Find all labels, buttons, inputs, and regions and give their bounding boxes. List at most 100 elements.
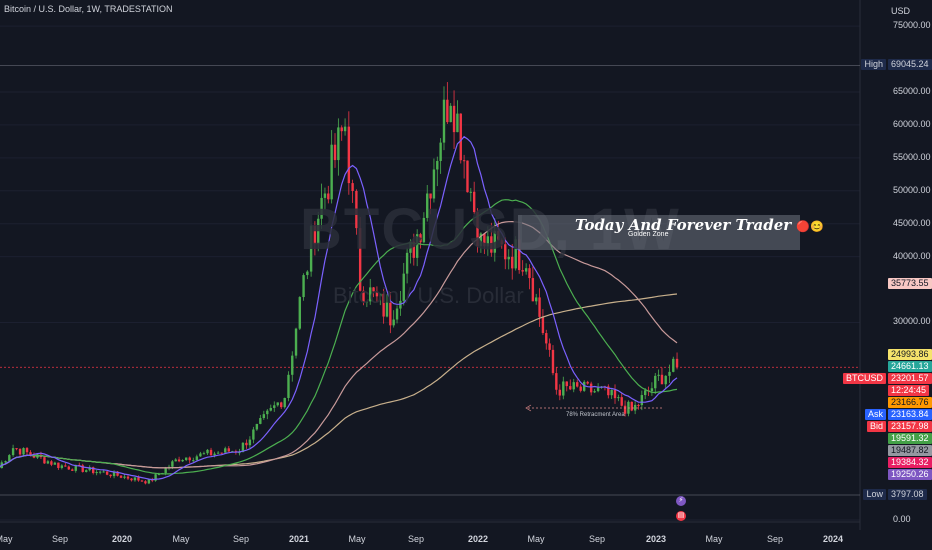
candle-body [343, 126, 347, 132]
price-axis-label: 40000.00 [893, 250, 931, 261]
price-tag-value[interactable]: 24661.13 [888, 361, 932, 373]
candle-body [351, 183, 354, 191]
time-axis-label: Sep [766, 534, 784, 544]
price-axis-label: 65000.00 [893, 86, 931, 96]
candle-body [439, 142, 442, 161]
candle-body [650, 388, 654, 392]
candle-body [507, 256, 510, 260]
candle-body [405, 252, 409, 274]
candle-body [579, 386, 582, 391]
candle-body [517, 239, 521, 271]
price-axis-label: 0.00 [893, 514, 911, 524]
candle-body [432, 169, 436, 199]
time-axis-label: May [705, 534, 723, 544]
candle-body [541, 316, 545, 334]
candle-body [309, 225, 313, 272]
price-tag-value[interactable]: 19591.32 [888, 433, 932, 445]
candle-body [140, 480, 144, 482]
candle-body [157, 474, 161, 476]
candle-body [238, 452, 241, 454]
price-axis-label: 45000.00 [893, 217, 931, 228]
candle-body [452, 105, 456, 133]
candle-body [32, 455, 36, 458]
currency-label[interactable]: USD [891, 6, 911, 16]
legend-title[interactable]: Bitcoin / U.S. Dollar, 1W, TRADESTATION [4, 4, 173, 14]
candle-body [57, 462, 60, 468]
watermark-name: Bitcoin / U.S. Dollar [333, 283, 524, 308]
candle-body [105, 471, 109, 475]
candle-body [18, 448, 22, 455]
candle-body [528, 268, 531, 279]
lightning-icon[interactable]: ⚡ [676, 496, 686, 506]
time-axis-label: May [348, 534, 366, 544]
price-tag-value[interactable]: 19250.26 [888, 469, 932, 481]
time-axis-label: 2022 [467, 534, 489, 544]
candle-body [85, 470, 88, 472]
candle-body [283, 397, 286, 408]
price-tag-value[interactable]: 69045.24 [888, 59, 932, 71]
price-tag-value[interactable]: 19384.32 [888, 457, 932, 469]
candle-body [202, 453, 206, 455]
candle-body [672, 358, 675, 372]
flag-icon[interactable]: ▤ [676, 511, 686, 521]
candle-body [252, 429, 255, 440]
candle-body [657, 374, 660, 376]
candle-body [490, 236, 493, 253]
candle-body [548, 343, 551, 350]
candle-body [43, 457, 46, 464]
time-axis-label: 2020 [111, 534, 133, 544]
candle-body [130, 478, 133, 481]
candle-body [280, 402, 283, 408]
price-tag-value[interactable]: 3797.08 [888, 488, 927, 500]
candle-body [199, 453, 202, 457]
price-tag-value[interactable]: 23166.76 [888, 397, 932, 409]
candle-body [46, 461, 50, 464]
annotation-title[interactable]: Today And Forever Trader 🔴😊 [575, 216, 824, 234]
candle-body [64, 465, 67, 467]
candle-body [262, 414, 266, 419]
candle-body [88, 467, 91, 471]
candle-body [227, 448, 230, 452]
candle-body [382, 293, 385, 317]
candle-body [660, 374, 664, 385]
price-tag-value[interactable]: 35773.55 [888, 278, 932, 290]
candle-body [675, 358, 679, 368]
candle-body [436, 160, 439, 170]
candle-body [241, 442, 245, 453]
time-axis-label: May [0, 534, 13, 544]
price-tag-value[interactable]: 23201.57 [888, 373, 932, 385]
time-axis-label: Sep [588, 534, 606, 544]
candle-body [365, 301, 369, 303]
candle-body [287, 374, 290, 398]
candle-body [98, 471, 102, 473]
candle-body [269, 407, 272, 411]
candle-body [442, 99, 446, 143]
candle-body [294, 328, 298, 356]
candle-body [81, 465, 84, 472]
candle-body [302, 275, 305, 298]
candle-body [317, 218, 320, 245]
candle-body [466, 160, 469, 193]
price-tag-value[interactable]: 12:24:45 [888, 385, 930, 397]
candle-body [137, 477, 140, 481]
candle-body [213, 453, 216, 456]
candle-body [15, 448, 18, 450]
price-tag-value[interactable]: 19487.82 [888, 445, 932, 457]
price-tag-value[interactable]: 24993.86 [888, 349, 932, 361]
candle-body [623, 405, 627, 414]
candle-body [419, 234, 422, 243]
candle-body [112, 471, 116, 477]
candle-body [298, 297, 301, 329]
candle-body [184, 457, 188, 461]
price-tag-value[interactable]: 23157.98 [888, 421, 932, 433]
candle-body [362, 290, 365, 303]
candle-body [643, 390, 647, 396]
price-tag-value[interactable]: 23163.84 [888, 409, 932, 421]
candle-body [347, 126, 351, 184]
golden-zone-box[interactable] [518, 215, 800, 250]
ma-fast-line [0, 135, 678, 481]
candle-body [29, 452, 32, 456]
candle-body [469, 191, 473, 193]
candle-body [572, 382, 575, 390]
